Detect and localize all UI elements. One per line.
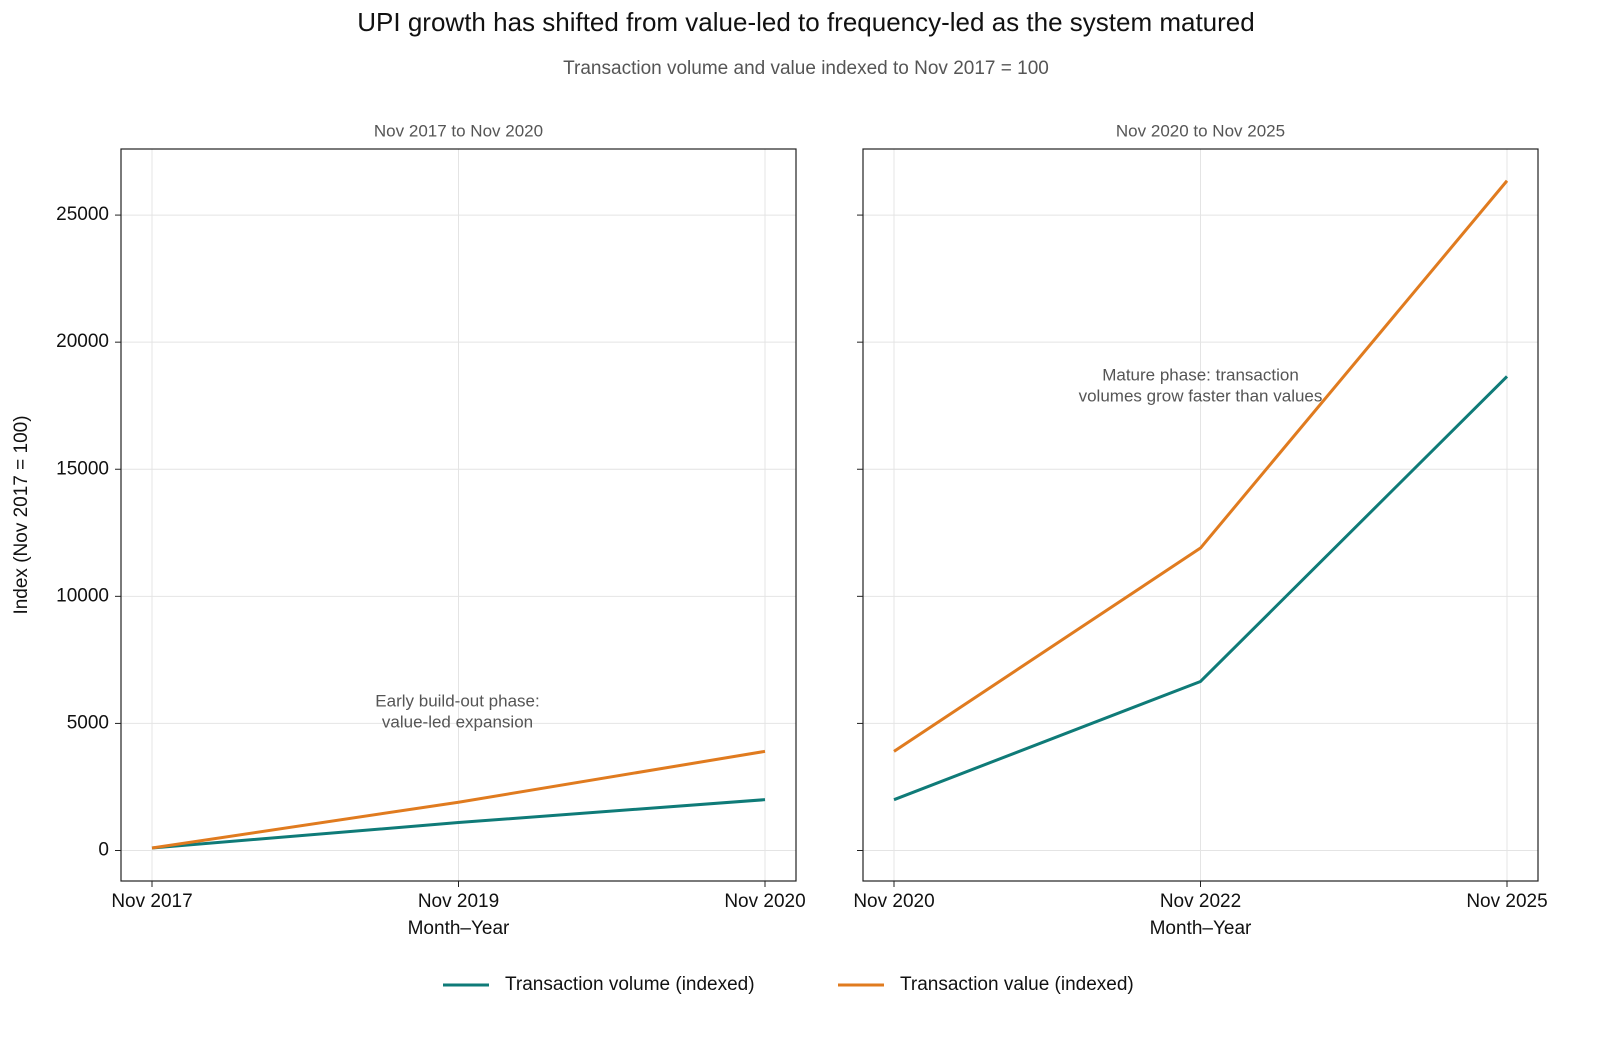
series-line xyxy=(151,798,766,850)
chart-title: UPI growth has shifted from value-led to… xyxy=(357,7,1254,37)
y-tick-label: 0 xyxy=(98,840,109,861)
y-tick-label: 25000 xyxy=(56,204,109,225)
plot-frame xyxy=(862,148,1539,882)
annotation: Early build-out phase: xyxy=(375,691,539,710)
y-axis-label: Index (Nov 2017 = 100) xyxy=(11,415,32,614)
x-tick-label: Nov 2019 xyxy=(418,891,499,912)
panel-title: Nov 2017 to Nov 2020 xyxy=(374,121,543,140)
y-tick-label: 20000 xyxy=(56,331,109,352)
x-tick-label: Nov 2020 xyxy=(724,891,805,912)
y-tick-label: 15000 xyxy=(56,458,109,479)
legend-label: Transaction value (indexed) xyxy=(900,974,1134,995)
x-axis-label: Month–Year xyxy=(408,918,510,939)
x-tick-label: Nov 2025 xyxy=(1466,891,1547,912)
annotation: value-led expansion xyxy=(382,712,533,731)
annotation: volumes grow faster than values xyxy=(1079,386,1323,405)
x-tick-label: Nov 2022 xyxy=(1160,891,1241,912)
series-line xyxy=(151,749,766,850)
legend-label: Transaction volume (indexed) xyxy=(505,974,755,995)
x-axis-label: Month–Year xyxy=(1150,918,1252,939)
series-line xyxy=(893,179,1509,753)
y-tick-label: 5000 xyxy=(67,712,109,733)
series-line xyxy=(893,375,1509,802)
x-tick-label: Nov 2017 xyxy=(111,891,192,912)
panel-title: Nov 2020 to Nov 2025 xyxy=(1116,121,1285,140)
x-tick-label: Nov 2020 xyxy=(853,891,934,912)
y-tick-label: 10000 xyxy=(56,585,109,606)
annotation: Mature phase: transaction xyxy=(1102,365,1299,384)
chart-subtitle: Transaction volume and value indexed to … xyxy=(563,58,1049,79)
plot-frame xyxy=(120,148,797,882)
